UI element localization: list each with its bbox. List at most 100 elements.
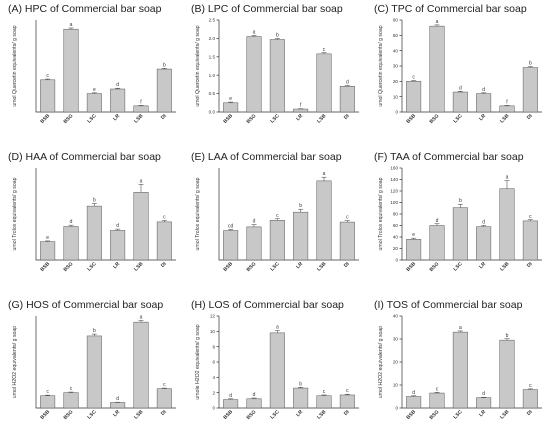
bar-bsg bbox=[246, 36, 262, 113]
error-bar bbox=[115, 228, 121, 231]
y-tick-label: 10 bbox=[393, 94, 399, 99]
chart-panel: (B) LPC of Commercial bar soap umol Querc… bbox=[183, 0, 366, 148]
chart-panel: (E) LAA of Commercial bar soap umol Trolo… bbox=[183, 148, 366, 296]
x-tick-label: BSG bbox=[429, 261, 441, 273]
x-tick-label: BSG bbox=[429, 113, 441, 125]
significance-letter: e bbox=[229, 96, 232, 102]
chart-title: (F) TAA of Commercial bar soap bbox=[374, 151, 524, 163]
significance-letter: c bbox=[412, 75, 415, 81]
bar-lr bbox=[110, 88, 126, 113]
y-axis-label: umol H2O2 equivalents/ g soap bbox=[378, 326, 384, 398]
chart-panel: (H) LOS of Commercial bar soap umole H2O2… bbox=[183, 296, 366, 444]
error-bar bbox=[91, 92, 97, 94]
bar-bsb bbox=[40, 241, 56, 261]
x-tick-label: BSG bbox=[63, 261, 75, 273]
bar-chart: (I) TOS of Commercial bar soap umol H2O2 … bbox=[374, 299, 542, 421]
significance-letter: c bbox=[276, 213, 279, 219]
significance-letter: b bbox=[299, 381, 302, 387]
significance-letter: d bbox=[229, 393, 232, 399]
x-tick-label: DI bbox=[526, 409, 534, 417]
significance-letter: d bbox=[436, 218, 439, 224]
error-bar bbox=[527, 388, 533, 390]
significance-letter: c bbox=[346, 215, 349, 221]
error-bar bbox=[504, 180, 510, 189]
axes bbox=[35, 316, 176, 409]
axes bbox=[35, 168, 176, 261]
bar-di bbox=[156, 221, 172, 261]
x-tick-label: LSC bbox=[269, 409, 281, 421]
significance-letter: b bbox=[299, 203, 302, 209]
significance-letter: d bbox=[482, 87, 485, 93]
error-bar bbox=[45, 394, 51, 396]
error-bar bbox=[411, 80, 417, 82]
y-tick-label: 140 bbox=[390, 177, 398, 182]
bar-di bbox=[522, 389, 538, 409]
x-tick-label: BSG bbox=[63, 113, 75, 125]
bar-bsb bbox=[223, 230, 239, 261]
y-tick-label: 0.5 bbox=[209, 91, 216, 96]
error-bar bbox=[68, 27, 74, 30]
error-bar bbox=[45, 240, 51, 242]
x-tick-label: LR bbox=[112, 261, 121, 270]
error-bar bbox=[434, 392, 440, 394]
bar-lsb bbox=[133, 105, 149, 113]
bar-lr bbox=[293, 387, 309, 409]
bar-bsb bbox=[406, 396, 422, 409]
x-tick-label: BSG bbox=[429, 409, 441, 421]
x-tick-label: LSB bbox=[499, 261, 511, 273]
significance-letter: f bbox=[506, 99, 508, 105]
bar-bsg bbox=[63, 28, 79, 113]
y-tick-label: 20 bbox=[393, 79, 399, 84]
chart-title: (I) TOS of Commercial bar soap bbox=[374, 299, 523, 311]
x-tick-label: LR bbox=[295, 261, 304, 270]
x-tick-label: DI bbox=[160, 409, 168, 417]
bar-lsc bbox=[269, 332, 285, 409]
significance-letter: d bbox=[253, 219, 256, 225]
error-bar bbox=[161, 387, 167, 389]
x-tick-label: DI bbox=[526, 113, 534, 121]
bar-bsb bbox=[223, 102, 239, 113]
bar-lr bbox=[476, 226, 492, 261]
x-tick-label: LSB bbox=[316, 261, 328, 273]
y-tick-label: 100 bbox=[390, 200, 398, 205]
significance-letter: d bbox=[116, 82, 119, 88]
significance-letter: f bbox=[300, 103, 302, 109]
y-tick-label: 1.5 bbox=[209, 54, 216, 59]
significance-letter: a bbox=[140, 178, 143, 184]
bar-lsc bbox=[86, 205, 102, 261]
significance-letter: c bbox=[46, 73, 49, 79]
x-tick-label: DI bbox=[160, 113, 168, 121]
x-tick-label: BSB bbox=[222, 261, 234, 273]
axes bbox=[35, 20, 176, 113]
significance-letter: b bbox=[506, 333, 509, 339]
significance-letter: a bbox=[506, 175, 509, 181]
bar-lr bbox=[293, 108, 309, 113]
x-tick-label: LSB bbox=[499, 409, 511, 421]
bar-lr bbox=[110, 402, 126, 409]
error-bar bbox=[274, 330, 280, 333]
significance-letter: b bbox=[276, 32, 279, 38]
bar-bsb bbox=[223, 399, 239, 409]
x-tick-label: DI bbox=[343, 409, 351, 417]
bar-lr bbox=[293, 211, 309, 261]
y-axis-label: umole H2O2 equivalents/ g soap bbox=[195, 324, 201, 399]
y-tick-label: 40 bbox=[393, 48, 399, 53]
x-tick-label: LR bbox=[478, 261, 487, 270]
error-bar bbox=[91, 333, 97, 336]
x-tick-label: LSB bbox=[499, 113, 511, 125]
y-axis-label: umol Quercetin equivalents/ g soap bbox=[12, 25, 18, 106]
significance-letter: f bbox=[140, 99, 142, 105]
x-tick-label: LSB bbox=[316, 409, 328, 421]
error-bar bbox=[91, 203, 97, 207]
y-tick-label: 30 bbox=[393, 337, 399, 342]
significance-letter: a bbox=[140, 315, 143, 321]
y-tick-label: 0.0 bbox=[209, 110, 216, 115]
bar-di bbox=[156, 388, 172, 409]
y-tick-label: 80 bbox=[393, 212, 399, 217]
y-tick-label: 160 bbox=[390, 166, 398, 171]
y-axis-label: umol Trolox equivalents/ g soap bbox=[195, 177, 201, 250]
x-tick-label: BSB bbox=[39, 261, 51, 273]
bar-lsb bbox=[316, 395, 332, 409]
significance-letter: b bbox=[93, 328, 96, 334]
